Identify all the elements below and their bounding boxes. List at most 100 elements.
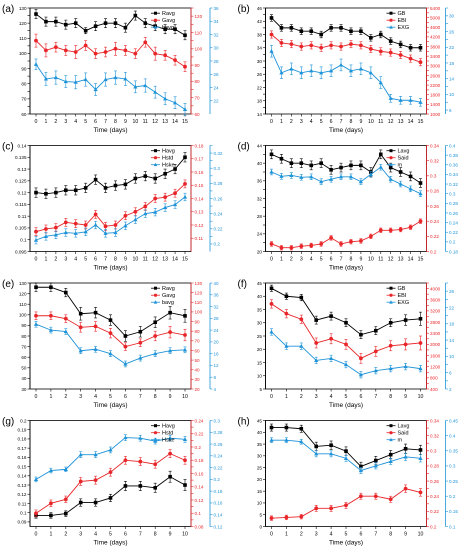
y-tick-label: 0.11 — [18, 501, 27, 506]
y-tick-label: 26 — [257, 72, 263, 77]
y-tick-label: 24 — [214, 85, 220, 90]
data-point — [48, 468, 53, 473]
x-axis-label: Time (days) — [93, 265, 127, 272]
legend-label: bavg — [162, 300, 174, 306]
data-point — [44, 19, 48, 24]
x-tick-label: 9 — [169, 394, 172, 400]
x-tick-label: 7 — [374, 532, 377, 538]
x-tick-label: 0 — [270, 119, 273, 125]
data-point — [93, 222, 98, 227]
data-point — [398, 227, 403, 232]
y-tick-label: 0.08 — [195, 524, 204, 529]
y-tick-label: 1800 — [430, 93, 441, 98]
y-tick-label: 0.2 — [214, 477, 221, 482]
x-tick-label: 10 — [418, 532, 424, 538]
y-tick-label: 120 — [19, 21, 27, 26]
data-point — [343, 456, 349, 460]
y-tick-label: 30 — [195, 377, 201, 382]
data-point — [299, 295, 304, 300]
data-point — [143, 174, 148, 178]
data-point — [299, 244, 304, 249]
data-point — [133, 217, 138, 222]
x-tick-label: 10 — [132, 119, 138, 125]
y-tick-label: 36 — [214, 6, 220, 11]
y-tick-label: 0.2 — [430, 249, 437, 254]
x-tick-label: 3 — [64, 119, 67, 125]
y-tick-label: 18 — [449, 322, 455, 327]
x-tick-label: 15 — [418, 257, 424, 263]
x-tick-label: 8 — [389, 394, 392, 400]
series-EBI — [269, 299, 423, 364]
data-point — [182, 437, 188, 441]
data-point — [93, 324, 98, 329]
y-tick-label: 0.28 — [430, 189, 439, 194]
x-tick-label: 9 — [124, 119, 127, 125]
y-tick-label: 26 — [449, 29, 455, 34]
series-Said — [269, 484, 423, 521]
data-point — [309, 243, 314, 248]
y-tick-label: 25 — [257, 465, 263, 470]
x-tick-label: 4 — [310, 257, 313, 263]
data-point — [289, 245, 294, 250]
x-tick-label: 1 — [285, 532, 288, 538]
data-point — [299, 44, 304, 49]
data-point — [153, 320, 157, 325]
data-point — [368, 172, 373, 177]
data-point — [343, 362, 349, 367]
data-point — [388, 39, 393, 43]
series-Gavg — [34, 33, 187, 72]
legend-label: EXG — [398, 300, 410, 306]
y-tick-label: 800 — [430, 376, 438, 381]
legend-marker — [153, 437, 158, 442]
legend-marker — [389, 18, 393, 22]
x-tick-label: 4 — [330, 532, 333, 538]
y-tick-label: 0.3 — [214, 166, 221, 171]
legend-marker — [389, 437, 393, 442]
y-tick-label: 0 — [259, 524, 262, 529]
data-point — [153, 89, 158, 94]
data-point — [309, 68, 314, 73]
y-tick-label: 0.26 — [430, 204, 439, 209]
y-tick-label: 0.14 — [214, 513, 223, 518]
x-tick-label: 6 — [330, 119, 333, 125]
legend-marker — [389, 11, 393, 15]
data-point — [359, 332, 363, 337]
data-point — [269, 302, 274, 306]
data-point — [103, 186, 108, 190]
data-point — [299, 317, 304, 322]
x-tick-label: 0 — [35, 257, 38, 263]
data-point — [418, 60, 423, 65]
panel-label: (e) — [2, 279, 14, 290]
x-tick-label: 6 — [124, 394, 127, 400]
x-tick-label: 2 — [290, 119, 293, 125]
data-point — [93, 500, 98, 505]
y-tick-label: 0.11 — [195, 236, 204, 241]
data-point — [299, 426, 304, 431]
x-tick-label: 1 — [44, 119, 47, 125]
data-point — [359, 356, 363, 361]
data-point — [329, 336, 333, 341]
chart-panel-g: (g) 0 1 2 3 4 5 6 7 8 9 10 Time (days) 0.09 0.1 0.11 0.1… — [2, 417, 223, 547]
y-tick-label: 14 — [257, 112, 263, 117]
y-tick-label: 0.22 — [214, 465, 223, 470]
y-tick-label: 10 — [257, 501, 263, 506]
data-point — [138, 340, 143, 345]
y-tick-label: 0.12 — [214, 524, 223, 529]
data-point — [269, 16, 274, 20]
data-point — [93, 478, 98, 483]
data-point — [289, 66, 294, 71]
y-tick-label: 90 — [21, 66, 27, 71]
legend-marker — [153, 156, 158, 160]
y-tick-label: 0.2 — [214, 242, 221, 247]
legend-marker — [154, 424, 157, 428]
data-point — [309, 29, 314, 33]
data-point — [183, 333, 187, 337]
data-point — [329, 356, 334, 361]
y-tick-label: 0.115 — [15, 202, 27, 207]
data-point — [359, 43, 363, 48]
data-point — [358, 372, 363, 377]
y-tick-label: 60 — [21, 355, 27, 360]
data-point — [73, 221, 78, 226]
